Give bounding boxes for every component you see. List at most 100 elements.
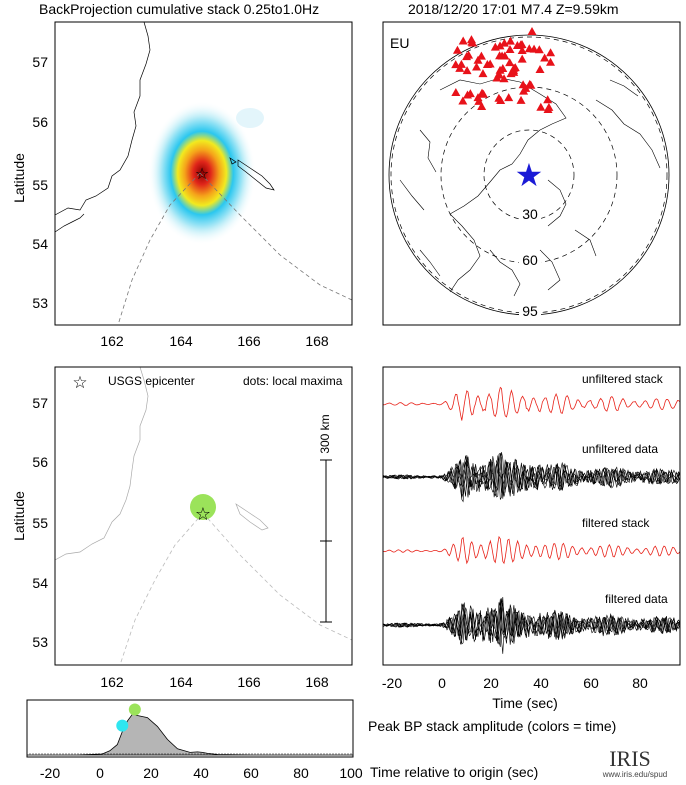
x-tick-20: 20 (483, 675, 499, 691)
y-tick-53: 53 (32, 295, 48, 311)
x-tick-60: 60 (243, 765, 259, 781)
trace-label-filtered-data: filtered data (605, 592, 668, 606)
iris-logo-url: www.iris.edu/spud (602, 770, 667, 779)
coastline-kamchatka-south (55, 213, 85, 233)
unfiltered-stack-trace (383, 386, 680, 421)
x-tick-164: 164 (169, 674, 193, 690)
station-triangle (473, 93, 483, 102)
commander-islands (229, 157, 275, 191)
station-triangle (499, 74, 509, 83)
station-triangle (496, 96, 506, 105)
station-triangle (464, 50, 474, 59)
station-triangle (505, 36, 515, 45)
station-triangle (463, 90, 473, 99)
bottom-map-yticks: 57 56 55 54 53 (32, 395, 48, 650)
ring-labels: 30 60 95 (519, 205, 541, 320)
y-tick-57: 57 (32, 395, 48, 411)
amplitude-frame (26, 699, 354, 758)
station-triangle (472, 62, 482, 71)
amplitude-area (27, 713, 353, 756)
x-tick-40: 40 (533, 675, 549, 691)
traces-plot (383, 386, 680, 654)
station-triangle (527, 27, 537, 35)
station-triangle (490, 42, 500, 51)
coastline-kamchatka (55, 22, 151, 216)
station-triangle (451, 87, 461, 96)
x-tick-162: 162 (100, 333, 124, 349)
ring-label-30: 30 (522, 206, 538, 222)
iris-logo: IRIS www.iris.edu/spud (602, 746, 667, 779)
islands-bottom (235, 503, 269, 531)
right-title: 2018/12/20 17:01 M7.4 Z=9.59km (408, 1, 619, 17)
station-triangle (462, 66, 472, 75)
station-triangle (477, 88, 487, 97)
station-triangle (477, 101, 487, 110)
bottom-map-frame (54, 366, 353, 666)
station-triangle (478, 69, 488, 78)
legend-dots-label: dots: local maxima (243, 374, 343, 388)
bottom-map-panel: ☆ ☆ USGS epicenter dots: local maxima 30… (11, 366, 353, 690)
scale-bar-label: 300 km (318, 414, 332, 453)
x-tick-166: 166 (237, 333, 261, 349)
x-tick-168: 168 (305, 333, 329, 349)
amplitude-maximum-dot (128, 703, 141, 716)
station-triangle (525, 79, 535, 88)
amplitude-title: Peak BP stack amplitude (colors = time) (368, 718, 616, 734)
station-triangle (466, 35, 476, 44)
legend-star-icon: ☆ (72, 373, 87, 393)
y-tick-55: 55 (32, 515, 48, 531)
epicenter-star-top: ☆ (195, 164, 209, 183)
station-triangle (498, 64, 508, 73)
station-triangle (521, 83, 531, 92)
epicenter-star-bottom: ☆ (195, 504, 211, 525)
unfiltered-data-trace (383, 459, 680, 500)
x-tick-0: 0 (438, 675, 446, 691)
station-triangle (456, 59, 466, 68)
station-triangle (517, 40, 527, 48)
station-triangle (458, 96, 468, 105)
x-tick-80: 80 (632, 675, 648, 691)
station-triangles (451, 27, 556, 113)
filtered-data-trace (383, 599, 680, 642)
unfiltered-data-trace (383, 459, 680, 499)
station-triangle (505, 45, 515, 53)
station-triangle (452, 45, 462, 54)
plate-boundary-east (199, 172, 352, 301)
station-triangle (546, 57, 556, 66)
top-map-frame (54, 21, 353, 326)
y-tick-56: 56 (32, 114, 48, 130)
plate-boundary-bottom-east (202, 512, 352, 641)
local-maximum-dot (190, 494, 216, 520)
y-tick-55: 55 (32, 177, 48, 193)
x-tick-m20: -20 (40, 765, 60, 781)
plate-boundary-bottom-west (119, 512, 204, 665)
amplitude-maximum-dot (116, 719, 129, 732)
bottom-map-xticks: 162 164 166 168 (100, 674, 329, 690)
backprojection-faint-blob (236, 108, 264, 128)
trace-label-unfiltered-stack: unfiltered stack (582, 372, 664, 386)
epicenter-star-globe: ★ (515, 156, 544, 194)
station-triangle (543, 105, 553, 113)
x-tick-164: 164 (169, 333, 193, 349)
globe-coastlines (399, 77, 661, 297)
left-title: BackProjection cumulative stack 0.25to1.… (39, 1, 319, 17)
trace-label-filtered-stack: filtered stack (582, 516, 650, 530)
station-triangle (516, 95, 526, 104)
station-triangle (476, 51, 486, 60)
y-tick-57: 57 (32, 54, 48, 70)
station-triangle (543, 95, 553, 104)
traces-xlabel: Time (sec) (492, 695, 558, 711)
filtered-stack-trace (383, 535, 680, 565)
traces-frame (382, 366, 681, 666)
x-tick-40: 40 (193, 765, 209, 781)
station-triangle (546, 48, 556, 57)
x-tick-m20: -20 (382, 675, 402, 691)
coastline-bottom (55, 367, 149, 561)
y-tick-56: 56 (32, 454, 48, 470)
globe-frame (382, 21, 681, 326)
x-tick-168: 168 (305, 674, 329, 690)
network-label: EU (390, 35, 409, 51)
backprojection-energy-blob (148, 101, 256, 245)
y-tick-54: 54 (32, 575, 48, 591)
